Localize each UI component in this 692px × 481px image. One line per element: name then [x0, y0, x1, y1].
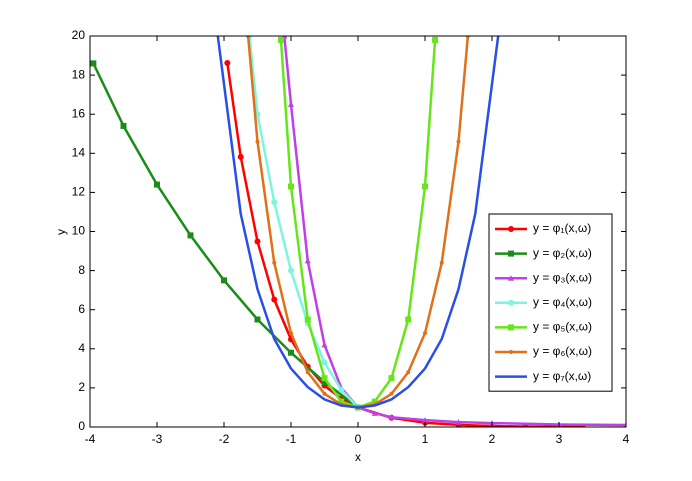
marker	[154, 181, 160, 188]
marker	[509, 350, 513, 354]
x-axis-label: x	[355, 450, 361, 464]
marker	[120, 122, 127, 129]
marker	[508, 324, 514, 331]
marker	[508, 226, 514, 232]
marker	[288, 101, 294, 107]
marker	[255, 139, 260, 144]
x-tick-label: -4	[85, 432, 96, 446]
y-tick-label: 2	[78, 380, 85, 394]
x-tick-label: 3	[556, 432, 563, 446]
marker	[237, 153, 244, 160]
marker	[187, 232, 194, 239]
marker	[389, 391, 394, 396]
x-tick-label: -2	[219, 432, 230, 446]
marker	[289, 331, 293, 336]
y-axis-label: y	[54, 229, 68, 235]
legend-label: y = φ₄(x,ω)	[533, 295, 592, 309]
plot-area	[90, 36, 626, 427]
marker	[623, 422, 626, 427]
marker	[321, 379, 328, 386]
y-tick-label: 4	[78, 341, 85, 355]
marker	[305, 370, 310, 375]
marker	[254, 316, 261, 323]
marker	[455, 419, 462, 425]
legend-label: y = φ₇(x,ω)	[533, 369, 591, 383]
marker	[322, 391, 327, 396]
y-tick-label: 6	[78, 302, 85, 316]
marker	[439, 260, 444, 265]
y-tick-label: 10	[72, 224, 86, 238]
marker	[371, 410, 378, 416]
marker	[254, 238, 261, 245]
marker	[304, 316, 311, 323]
marker	[432, 36, 439, 43]
marker	[508, 299, 514, 306]
marker	[422, 417, 428, 423]
data-line	[248, 36, 359, 409]
legend-label: y = φ₅(x,ω)	[533, 320, 592, 334]
marker	[423, 331, 427, 336]
y-tick-label: 16	[72, 106, 86, 120]
x-tick-label: -3	[152, 432, 163, 446]
marker	[321, 359, 328, 366]
marker	[221, 277, 227, 284]
legend-label: y = φ₃(x,ω)	[533, 270, 592, 284]
marker	[388, 414, 395, 420]
legend-label: y = φ₂(x,ω)	[533, 246, 592, 260]
marker	[338, 386, 345, 393]
x-tick-label: 1	[422, 432, 429, 446]
marker	[271, 296, 278, 303]
marker	[508, 275, 514, 281]
data-line	[216, 36, 500, 409]
marker	[508, 250, 514, 257]
marker	[388, 375, 395, 382]
y-tick-label: 14	[72, 145, 86, 159]
marker	[288, 349, 294, 356]
x-tick-label: 0	[355, 432, 362, 446]
y-tick-label: 18	[72, 67, 86, 81]
marker	[272, 260, 277, 265]
marker	[288, 183, 294, 190]
marker	[422, 183, 428, 190]
y-tick-label: 0	[78, 419, 85, 433]
marker	[406, 370, 411, 375]
x-tick-label: -1	[286, 432, 297, 446]
data-line	[226, 62, 583, 427]
marker	[90, 60, 97, 67]
marker	[371, 398, 378, 405]
marker	[224, 59, 231, 66]
legend-label: y = φ₁(x,ω)	[533, 221, 591, 235]
y-tick-label: 8	[78, 263, 85, 277]
marker	[288, 267, 294, 274]
x-tick-label: 2	[489, 432, 496, 446]
y-tick-label: 20	[72, 28, 86, 42]
marker	[321, 375, 328, 382]
marker	[405, 316, 412, 323]
marker	[456, 139, 461, 144]
x-tick-label: 4	[623, 432, 630, 446]
marker	[321, 341, 328, 348]
marker	[277, 36, 284, 43]
marker	[271, 199, 278, 206]
marker	[338, 398, 345, 405]
marker	[304, 257, 311, 264]
y-tick-label: 12	[72, 185, 86, 199]
legend-label: y = φ₆(x,ω)	[533, 344, 592, 358]
